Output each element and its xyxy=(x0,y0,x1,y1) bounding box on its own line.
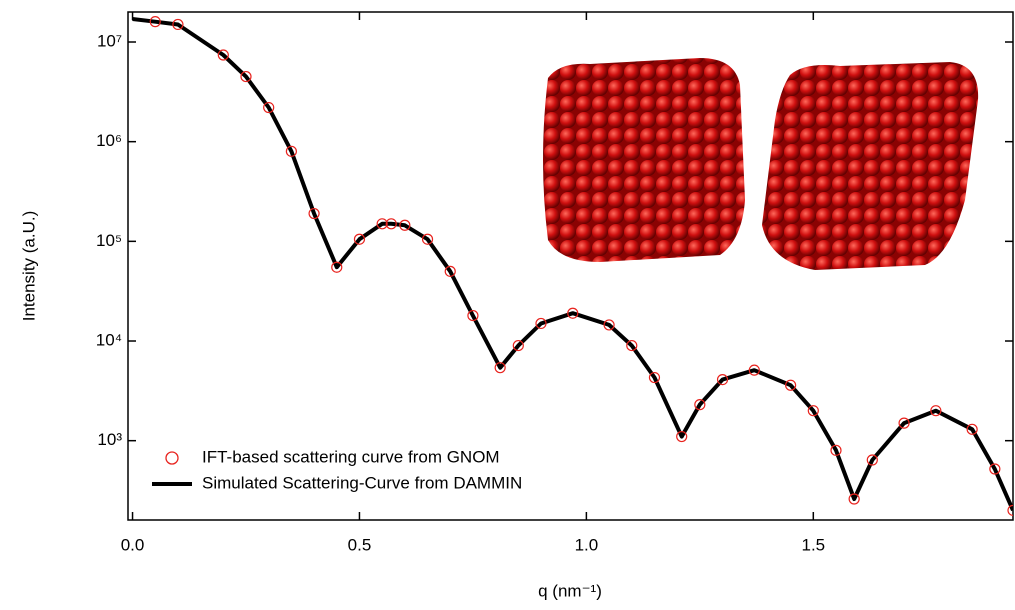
data-point xyxy=(263,101,275,114)
x-tick-label: 0.0 xyxy=(121,535,145,554)
data-point xyxy=(1007,504,1013,516)
plot-area xyxy=(132,16,1013,516)
data-point xyxy=(898,417,910,429)
data-point xyxy=(748,364,760,376)
data-point xyxy=(385,218,397,230)
data-line xyxy=(132,17,1013,512)
data-point xyxy=(421,233,434,245)
data-point xyxy=(331,261,343,273)
data-point xyxy=(353,233,366,245)
data-point xyxy=(807,405,819,417)
data-point xyxy=(866,454,878,466)
data-point xyxy=(694,399,706,411)
data-point xyxy=(467,309,479,322)
data-point xyxy=(603,319,615,331)
data-point xyxy=(512,339,524,352)
data-point xyxy=(494,362,506,374)
data-point xyxy=(172,18,184,31)
data-point xyxy=(930,405,942,417)
y-tick-label: 10³ xyxy=(97,430,122,449)
data-point xyxy=(785,379,797,391)
data-point xyxy=(149,16,161,28)
data-point xyxy=(376,218,388,230)
data-point xyxy=(308,207,320,220)
x-tick-label: 1.5 xyxy=(801,535,825,554)
data-point xyxy=(676,430,688,443)
inset-models xyxy=(543,58,979,270)
y-tick-label: 10⁵ xyxy=(96,231,122,250)
legend-label: IFT-based scattering curve from GNOM xyxy=(202,447,500,466)
x-axis-label: q (nm⁻¹) xyxy=(538,581,602,600)
legend-label: Simulated Scattering-Curve from DAMMIN xyxy=(202,473,522,492)
data-point xyxy=(830,444,842,456)
data-point xyxy=(989,463,1001,475)
x-tick-label: 1.0 xyxy=(575,535,599,554)
data-point xyxy=(444,265,456,277)
data-point xyxy=(848,493,860,505)
data-point xyxy=(626,339,638,352)
data-point xyxy=(966,423,978,435)
y-tick-label: 10⁶ xyxy=(96,131,122,150)
y-tick-label: 10⁷ xyxy=(97,31,122,50)
legend-marker xyxy=(165,451,179,465)
data-point xyxy=(535,317,547,330)
data-point xyxy=(716,374,729,386)
inset-model-left xyxy=(543,58,745,262)
data-point xyxy=(399,219,411,231)
data-point xyxy=(285,145,297,157)
data-point xyxy=(240,70,252,83)
data-point xyxy=(648,371,661,384)
plot-frame xyxy=(127,11,1014,521)
data-point xyxy=(567,307,579,319)
y-axis-label: Intensity (a.U.) xyxy=(19,211,38,322)
x-tick-label: 0.5 xyxy=(348,535,372,554)
y-tick-label: 10⁴ xyxy=(96,330,122,349)
inset-model-right xyxy=(762,62,979,270)
data-point xyxy=(217,49,229,61)
